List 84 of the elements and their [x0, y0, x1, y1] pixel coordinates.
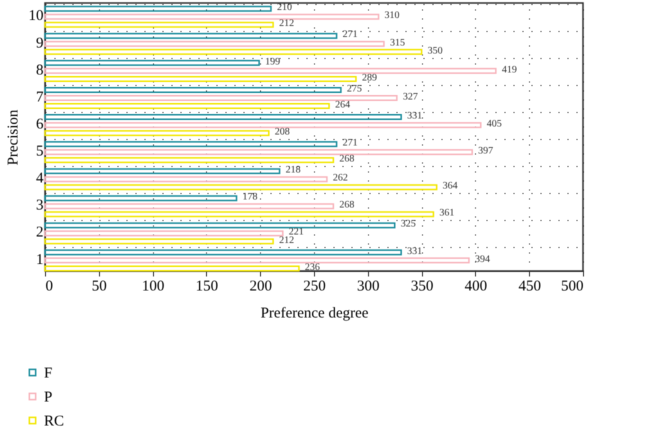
bar [44, 60, 260, 66]
bar [44, 114, 402, 120]
bar [44, 157, 334, 164]
bar [44, 32, 338, 39]
data-label: 264 [335, 99, 350, 110]
data-label: 331 [407, 246, 422, 257]
data-label: 325 [400, 218, 416, 230]
data-label: 262 [332, 172, 348, 184]
x-tick-label: 100 [142, 278, 164, 294]
data-label: 397 [478, 146, 494, 157]
x-tick-label: 450 [518, 278, 541, 294]
bar [44, 203, 334, 210]
bar [44, 14, 380, 20]
data-label: 275 [346, 83, 362, 94]
x-tick-label: 0 [46, 278, 53, 294]
data-label: 271 [342, 29, 358, 40]
x-tick-label: 50 [92, 278, 107, 294]
bar [44, 48, 422, 55]
x-tick-label: 200 [249, 278, 272, 294]
bar [44, 40, 385, 47]
data-label: 394 [474, 254, 490, 265]
data-label: 350 [428, 45, 443, 56]
data-label: 419 [502, 64, 517, 76]
data-label: 268 [339, 200, 354, 211]
bar [44, 130, 270, 136]
data-label: 218 [286, 164, 301, 176]
legend-label: RC [44, 414, 64, 430]
data-label: 271 [342, 138, 358, 149]
data-label: 199 [265, 56, 280, 68]
bar [44, 149, 473, 156]
x-tick-label: 250 [303, 278, 326, 294]
data-label: 289 [362, 72, 377, 84]
data-label: 327 [402, 91, 418, 102]
y-tick-label: 1 [36, 252, 44, 268]
legend-label: F [44, 366, 52, 382]
bar [44, 103, 330, 110]
data-label: 315 [390, 37, 405, 48]
bar [44, 184, 438, 190]
data-label: 364 [442, 180, 458, 192]
y-axis-title: Precision [6, 109, 22, 166]
y-tick-label: 4 [36, 170, 44, 187]
bar [44, 222, 396, 228]
data-label: 178 [242, 192, 258, 203]
bar [44, 176, 328, 182]
bar [44, 76, 357, 82]
data-label: 208 [274, 126, 290, 138]
x-tick-label: 300 [357, 278, 380, 294]
data-label: 210 [276, 2, 292, 14]
y-tick-label: 10 [28, 8, 44, 24]
bar [44, 68, 497, 74]
data-label: 212 [279, 18, 294, 30]
bar [44, 86, 342, 93]
bar [44, 141, 338, 148]
bar [44, 249, 402, 256]
bar [44, 265, 300, 272]
bar [44, 257, 470, 264]
y-tick-label: 2 [36, 224, 44, 241]
legend-label: P [44, 390, 52, 406]
x-tick-label: 150 [196, 278, 218, 294]
bar [44, 122, 482, 128]
y-tick-label: 5 [36, 144, 44, 160]
bar [44, 238, 274, 244]
y-tick-label: 8 [36, 62, 44, 78]
bar [44, 195, 238, 202]
x-tick-label: 400 [464, 278, 488, 294]
y-tick-label: 7 [36, 89, 44, 106]
data-label: 236 [304, 262, 320, 273]
bar [44, 22, 274, 28]
data-label: 331 [407, 110, 422, 122]
data-label: 405 [486, 118, 502, 130]
y-tick-label: 9 [36, 35, 44, 52]
bar [44, 211, 434, 218]
x-tick-label: 350 [410, 278, 434, 294]
bar [44, 6, 272, 12]
data-label: 310 [384, 10, 400, 22]
y-tick-label: 3 [36, 198, 44, 214]
x-tick-label: 500 [561, 278, 584, 294]
bar [44, 230, 284, 236]
bar [44, 168, 280, 174]
data-label: 268 [339, 154, 354, 165]
data-label: 361 [439, 208, 454, 219]
x-axis-title: Preference degree [260, 306, 369, 322]
bar [44, 95, 398, 101]
y-tick-label: 6 [36, 116, 44, 132]
